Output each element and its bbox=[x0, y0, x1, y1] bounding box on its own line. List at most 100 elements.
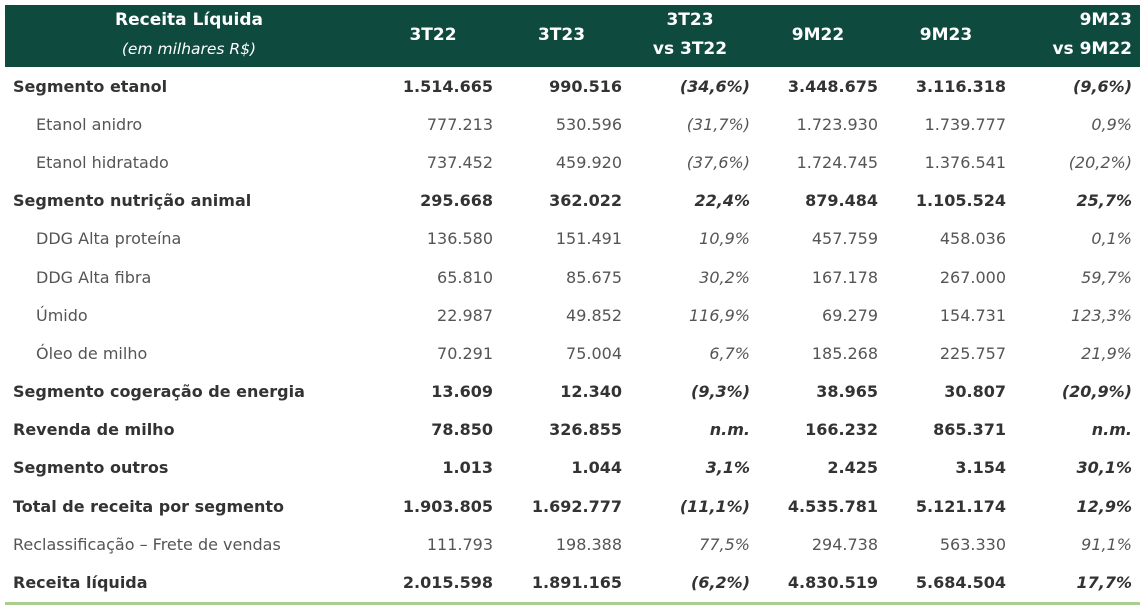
column-header-label-line2: vs 9M22 bbox=[1052, 39, 1132, 59]
cell-9m22: 4.830.519 bbox=[758, 563, 886, 605]
cell-9m23: 30.807 bbox=[944, 382, 1006, 402]
column-header-label: 3T22 bbox=[409, 24, 457, 45]
table-row-etanol-hidratado: Etanol hidratado 737.452 459.920 (37,6%)… bbox=[5, 143, 1140, 181]
column-header-label-line2: vs 3T22 bbox=[652, 39, 728, 59]
table-body: Segmento etanol 1.514.665 990.516 (34,6%… bbox=[5, 64, 1140, 605]
cell-9m22: 879.484 bbox=[805, 191, 878, 211]
table-row-segmento-cogeracao: Segmento cogeração de energia 13.609 12.… bbox=[5, 373, 1140, 411]
cell-var-9m: (20,9%) bbox=[1061, 382, 1132, 402]
row-label: Segmento cogeração de energia bbox=[13, 382, 305, 402]
cell-9m23: 154.731 bbox=[939, 305, 1006, 325]
row-label: Reclassificação – Frete de vendas bbox=[13, 534, 281, 554]
column-header-3t23-vs-3t22: 3T23 vs 3T22 bbox=[630, 5, 758, 66]
cell-var-9m: 91,1% bbox=[1081, 534, 1132, 554]
table-row-segmento-outros: Segmento outros 1.013 1.044 3,1% 2.425 3… bbox=[5, 449, 1140, 487]
table-row-receita-liquida: Receita líquida 2.015.598 1.891.165 (6,2… bbox=[5, 563, 1140, 605]
cell-9m22: 1.724.745 bbox=[796, 152, 878, 172]
cell-9m22: 185.268 bbox=[811, 343, 878, 363]
table-row-umido: Úmido 22.987 49.852 116,9% 69.279 154.73… bbox=[5, 296, 1140, 334]
table-subtitle: (em milhares R$) bbox=[121, 40, 257, 58]
cell-3t22: 136.580 bbox=[426, 229, 493, 249]
column-header-3t22: 3T22 bbox=[373, 5, 501, 66]
cell-9m22: 457.759 bbox=[811, 229, 878, 249]
header-title-cell: Receita Líquida (em milhares R$) bbox=[5, 5, 373, 66]
cell-3t23: 12.340 bbox=[560, 382, 622, 402]
cell-var-3t: 77,5% bbox=[699, 534, 750, 554]
cell-var-3t: 22,4% bbox=[694, 191, 750, 211]
revenue-table: Receita Líquida (em milhares R$) 3T22 3T… bbox=[5, 5, 1140, 605]
row-label: Etanol anidro bbox=[36, 114, 143, 134]
cell-var-3t: (31,7%) bbox=[686, 114, 750, 134]
cell-9m22: 1.723.930 bbox=[796, 114, 878, 134]
table-header: Receita Líquida (em milhares R$) 3T22 3T… bbox=[5, 5, 1140, 66]
column-header-9m23-vs-9m22: 9M23 vs 9M22 bbox=[1014, 5, 1140, 66]
cell-9m23: 225.757 bbox=[939, 343, 1006, 363]
cell-3t23: 1.692.777 bbox=[531, 496, 622, 516]
cell-var-9m: 25,7% bbox=[1076, 191, 1132, 211]
cell-3t22: 295.668 bbox=[420, 191, 493, 211]
row-label: DDG Alta proteína bbox=[36, 229, 182, 249]
cell-var-3t: 3,1% bbox=[705, 458, 750, 478]
cell-var-3t: (9,3%) bbox=[691, 382, 750, 402]
cell-9m22: 3.448.675 bbox=[758, 64, 886, 106]
cell-var-9m: 17,7% bbox=[1014, 563, 1140, 605]
cell-3t22: 78.850 bbox=[431, 420, 493, 440]
cell-3t23: 85.675 bbox=[566, 267, 622, 287]
revenue-table-container: Receita Líquida (em milhares R$) 3T22 3T… bbox=[5, 5, 1140, 605]
cell-3t23: 990.516 bbox=[501, 64, 630, 106]
cell-3t23: 362.022 bbox=[549, 191, 622, 211]
cell-var-3t: (6,2%) bbox=[630, 563, 758, 605]
cell-3t22: 111.793 bbox=[426, 534, 493, 554]
cell-3t23: 1.891.165 bbox=[501, 563, 630, 605]
column-header-label: 9M23 bbox=[919, 24, 973, 45]
cell-9m23: 3.116.318 bbox=[886, 64, 1014, 106]
table-row-etanol-anidro: Etanol anidro 777.213 530.596 (31,7%) 1.… bbox=[5, 105, 1140, 143]
row-label: Etanol hidratado bbox=[36, 152, 169, 172]
cell-var-3t: 30,2% bbox=[699, 267, 750, 287]
cell-var-9m: 59,7% bbox=[1081, 267, 1132, 287]
cell-var-3t: (11,1%) bbox=[679, 496, 750, 516]
cell-3t23: 198.388 bbox=[555, 534, 622, 554]
table-row-segmento-etanol: Segmento etanol 1.514.665 990.516 (34,6%… bbox=[5, 64, 1140, 106]
column-header-label: 9M22 bbox=[791, 24, 845, 45]
table-row-segmento-nutricao-animal: Segmento nutrição animal 295.668 362.022… bbox=[5, 182, 1140, 220]
cell-3t22: 22.987 bbox=[437, 305, 493, 325]
cell-9m22: 4.535.781 bbox=[787, 496, 878, 516]
cell-var-9m: 12,9% bbox=[1076, 496, 1132, 516]
cell-var-9m: (20,2%) bbox=[1068, 152, 1132, 172]
table-row-total-receita-segmento: Total de receita por segmento 1.903.805 … bbox=[5, 487, 1140, 525]
table-row-revenda-de-milho: Revenda de milho 78.850 326.855 n.m. 166… bbox=[5, 411, 1140, 449]
cell-3t23: 1.044 bbox=[571, 458, 622, 478]
cell-9m23: 865.371 bbox=[933, 420, 1006, 440]
cell-9m23: 1.376.541 bbox=[924, 152, 1006, 172]
column-header-label: 9M23 bbox=[1079, 10, 1132, 30]
cell-9m23: 1.739.777 bbox=[924, 114, 1006, 134]
row-label: Óleo de milho bbox=[36, 343, 148, 363]
row-label: Segmento nutrição animal bbox=[13, 191, 252, 211]
row-label: DDG Alta fibra bbox=[36, 267, 152, 287]
cell-3t23: 530.596 bbox=[555, 114, 622, 134]
cell-var-3t: n.m. bbox=[709, 420, 750, 440]
cell-3t22: 737.452 bbox=[426, 152, 493, 172]
cell-3t23: 75.004 bbox=[566, 343, 622, 363]
cell-var-9m: n.m. bbox=[1091, 420, 1132, 440]
table-row-ddg-alta-fibra: DDG Alta fibra 65.810 85.675 30,2% 167.1… bbox=[5, 258, 1140, 296]
cell-3t22: 13.609 bbox=[431, 382, 493, 402]
cell-3t22: 70.291 bbox=[437, 343, 493, 363]
cell-9m23: 267.000 bbox=[939, 267, 1006, 287]
cell-9m22: 167.178 bbox=[811, 267, 878, 287]
cell-var-9m: 21,9% bbox=[1081, 343, 1132, 363]
cell-var-9m: 30,1% bbox=[1076, 458, 1132, 478]
cell-3t22: 1.013 bbox=[442, 458, 493, 478]
cell-3t23: 326.855 bbox=[549, 420, 622, 440]
row-label: Segmento outros bbox=[13, 458, 169, 478]
cell-9m22: 294.738 bbox=[811, 534, 878, 554]
cell-9m22: 38.965 bbox=[816, 382, 878, 402]
column-header-3t23: 3T23 bbox=[501, 5, 630, 66]
table-title: Receita Líquida bbox=[115, 10, 263, 30]
cell-9m23: 458.036 bbox=[939, 229, 1006, 249]
cell-9m22: 2.425 bbox=[827, 458, 878, 478]
cell-var-9m: 0,9% bbox=[1091, 114, 1132, 134]
row-label: Receita líquida bbox=[5, 563, 373, 605]
cell-var-3t: (37,6%) bbox=[686, 152, 750, 172]
